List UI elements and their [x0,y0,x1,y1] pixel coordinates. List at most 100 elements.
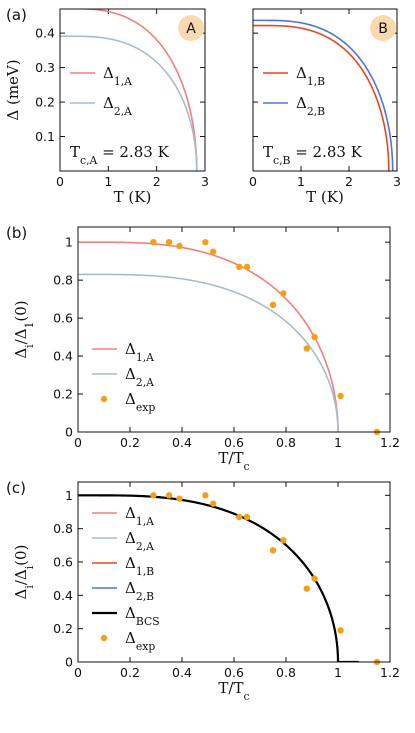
data-point [269,547,277,554]
series-line [78,494,339,662]
y-tick-label: 0.4 [53,588,73,603]
legend-label: Δ1,B [296,64,325,88]
x-tick-label: 3 [201,174,209,189]
y-tick-label: 1 [65,235,73,250]
y-tick-label: 0 [65,655,73,670]
panel-badge [178,15,204,41]
series-line [60,9,198,171]
tc-annotation: Tc,A = 2.83 K [70,143,170,167]
chart-c: 0 0.2 0.4 0.6 0.8 1 1.2 0 0.2 0.4 0.6 0.8 1 T/Tc Δi/Δi… [6,479,400,703]
legend-marker [100,634,108,642]
data-point [165,492,173,499]
plot-area-a_right [253,19,394,171]
legend-marker [100,395,108,403]
x-tick-label: 1 [297,174,305,189]
data-point [236,263,243,271]
x-tick-label: 1 [334,665,342,680]
data-point [210,500,217,507]
plot-frame [77,226,391,433]
data-point [165,238,173,246]
x-tick-label: 0.4 [172,665,192,680]
panel-label: (a) [6,6,27,24]
x-tick-label: 1.2 [380,665,400,680]
y-tick-label: 0.6 [53,555,73,570]
data-point [303,345,310,352]
panel-label: (b) [6,224,27,242]
data-point [202,238,209,246]
x-tick-label: 0.4 [172,435,192,450]
x-tick-label: 1 [334,435,342,450]
data-point [176,242,183,250]
panel-badge-label: B [378,21,388,37]
data-point [150,492,157,499]
legend-label: Δ2,A [103,94,132,118]
data-point [311,333,318,341]
y-tick-label: 0.8 [53,521,73,536]
data-point [243,513,251,521]
plot-frame [77,481,391,663]
x-tick-label: 0 [249,174,257,189]
legend-label: Δ2,A [125,365,154,389]
plot-area-a_left [60,9,198,171]
x-tick-label: 1 [104,174,112,189]
data-point [303,585,310,592]
chart-b: 0 0.2 0.4 0.6 0.8 1 1.2 0 0.2 0.4 0.6 0.8 1 T/Tc Δi/Δ1… [6,224,400,473]
x-tick-label: 0.6 [224,665,244,680]
data-point [269,301,277,309]
x-tick-label: 0.2 [120,435,140,450]
series-line [60,35,198,171]
y-tick-label: 0.2 [53,387,73,402]
series-line [253,24,390,171]
data-point [210,248,217,255]
panel-badge [370,15,396,41]
x-tick-label: 0 [74,665,82,680]
x-tick-label: 0 [74,435,82,450]
data-point [236,513,243,521]
y-axis-label: Δi/Δi(0) [12,545,36,600]
x-tick-label: 3 [393,174,401,189]
x-tick-label: 2 [345,174,353,189]
y-tick-label: 0 [65,425,73,440]
y-tick-label: 0.4 [53,349,73,364]
plot-frame [59,8,206,172]
y-tick-label: 0.4 [35,26,55,41]
series-line [78,273,339,432]
data-point [280,537,287,544]
data-point [337,392,344,400]
y-axis-label: Δ (meV) [4,59,22,120]
series-line [78,494,339,662]
data-point [311,575,318,582]
chart-a_left: 0 1 2 3 0.1 0.2 0.3 0.4 T (K) Δ (meV) (a) A Tc,A = 2… [4,6,209,206]
x-axis-label: T (K) [114,188,152,206]
data-point [176,495,183,502]
x-tick-label: 2 [153,174,161,189]
data-point [150,238,157,246]
legend-label: Δ1,A [125,340,154,364]
x-axis-label: T/Tc [218,449,249,473]
x-axis-label: T/Tc [218,679,249,703]
panel-badge-label: A [186,21,196,37]
x-axis-label: T (K) [306,188,344,206]
y-tick-label: 0.2 [53,621,73,636]
chart-a_right: 0 1 2 3 T (K) B Tc,B = 2.83 K Δ1,B Δ2,B [249,8,401,206]
y-tick-label: 0.2 [35,95,55,110]
y-tick-label: 0.8 [53,273,73,288]
legend-label: Δ1,A [125,504,154,528]
y-tick-label: 0.1 [35,129,55,144]
series-line [78,494,339,662]
data-point [243,263,251,271]
x-tick-label: 1.2 [380,435,400,450]
x-tick-label: 0.2 [120,665,140,680]
legend-label: Δ2,B [296,94,325,118]
panel-label: (c) [6,479,26,497]
y-tick-label: 0.3 [35,60,55,75]
x-tick-label: 0 [56,174,64,189]
y-axis-label: Δi/Δ1(0) [12,300,36,358]
legend-label: Δ2,A [125,529,154,553]
plot-area-b [78,241,339,432]
plot-frame [252,8,398,172]
y-tick-label: 1 [65,488,73,503]
data-point [280,290,287,297]
legend-label: Δ1,B [125,554,154,578]
